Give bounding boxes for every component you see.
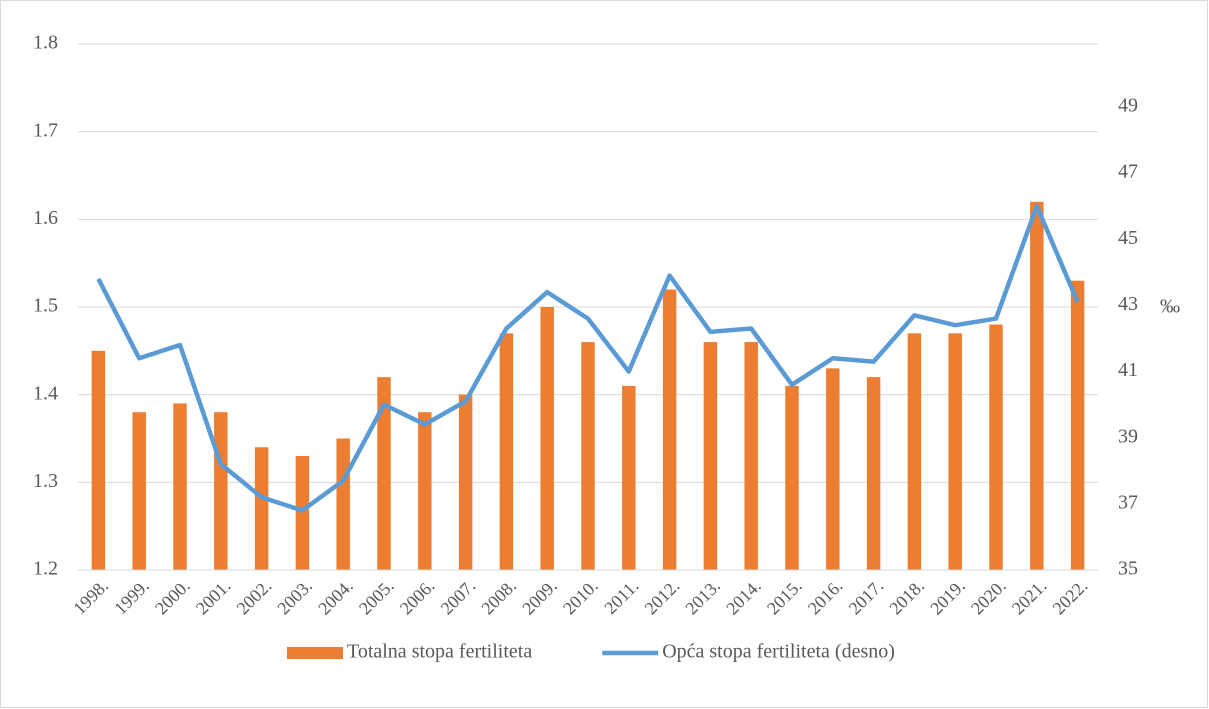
bar [173,403,187,570]
bar [826,368,840,570]
y-tick-label: 1.4 [33,382,58,404]
bar [418,412,432,570]
bar [622,385,636,570]
y2-tick-label: 39 [1118,425,1138,447]
bar [662,289,677,570]
bar [703,342,718,570]
y-tick-label: 1.6 [33,207,58,229]
y2-tick-label: 35 [1118,558,1138,580]
y-tick-label: 1.8 [33,32,58,54]
bar [458,394,473,570]
y-tick-label: 1.2 [33,558,58,580]
bar [132,412,146,570]
legend-label: Totalna stopa fertiliteta [347,641,532,663]
bar [499,333,514,570]
bar [91,350,106,570]
y-tick-label: 1.5 [33,295,58,317]
y2-tick-label: 37 [1118,491,1138,513]
bar [254,447,269,570]
y2-tick-label: 45 [1118,227,1138,249]
y2-tick-label: 49 [1118,94,1138,116]
bar [866,377,881,570]
bar [581,342,595,570]
bar [948,333,962,570]
bar [214,412,228,570]
bar [540,307,554,570]
bar [377,377,391,570]
bar [295,456,310,570]
line [96,203,1080,513]
y2-tick-label: 47 [1118,161,1138,183]
bar [1030,201,1044,571]
legend-label: Opća stopa fertiliteta (desno) [662,641,895,663]
y2-tick-label: 43 [1118,293,1138,315]
y2-axis-label: ‰ [1160,296,1180,318]
y-tick-label: 1.3 [33,470,58,492]
y2-tick-label: 41 [1118,359,1138,381]
legend-swatch [287,647,343,659]
bar [785,385,799,570]
y-tick-label: 1.7 [33,119,58,141]
bar [989,324,1003,570]
bar [907,333,922,570]
bar [1070,280,1085,570]
bar [336,438,350,570]
bar [744,342,758,570]
